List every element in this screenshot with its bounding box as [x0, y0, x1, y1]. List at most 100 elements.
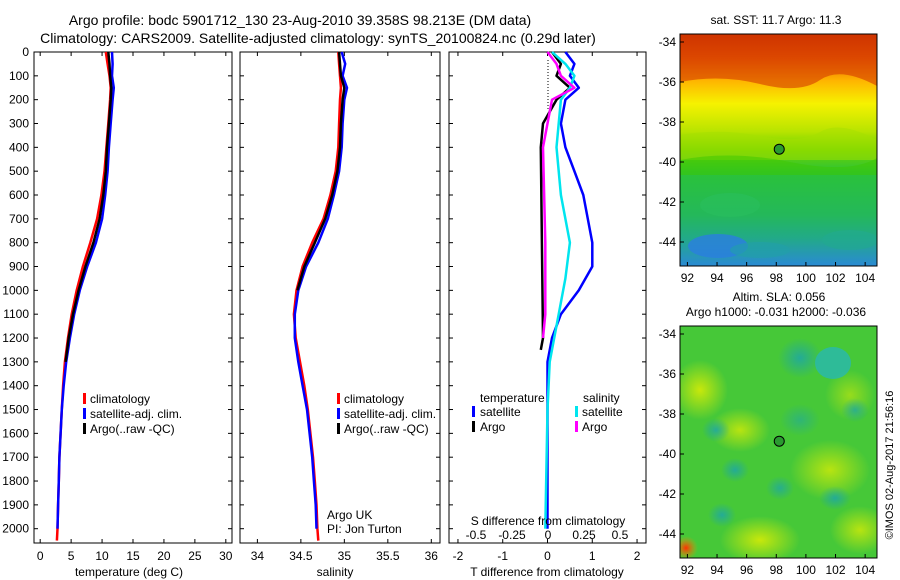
map-x-tick-label: 92	[681, 563, 695, 577]
x-tick-label: 30	[219, 549, 233, 563]
map-y-tick-label: -36	[659, 367, 677, 381]
difference-xlabel: T difference from climatology	[470, 565, 624, 579]
x-tick-label: 5	[68, 549, 75, 563]
difference-legend: temperature salinity satellite Argo sate…	[472, 391, 623, 434]
series-line	[546, 51, 594, 529]
depth-tick-label: 400	[9, 140, 29, 154]
sla-map-axes: 92 94 96 98 100 102 104 -34 -36 -38 -40 -42 -44	[659, 327, 876, 577]
legend-label-satellite: satellite-adj. clim.	[344, 407, 436, 421]
legend-label-s-satellite: satellite	[582, 405, 623, 419]
difference-axis: -2 -1 0 1 2 -0.5 -0.25 0 0.25 0.5	[453, 52, 641, 563]
map-x-tick-label: 96	[740, 563, 754, 577]
series-line	[544, 51, 576, 529]
x-tick-label: 0	[37, 549, 44, 563]
map-x-tick-label: 96	[740, 271, 754, 285]
temperature-series	[55, 51, 116, 541]
legend-label-satellite: satellite-adj. clim.	[90, 407, 182, 421]
legend-swatch-t-argo	[472, 421, 475, 432]
legend-label-t-satellite: satellite	[480, 405, 521, 419]
legend-label-climatology: climatology	[344, 392, 404, 406]
s-tick-label: 0.5	[612, 528, 629, 542]
sla-map-subtitle: Argo h1000: -0.031 h2000: -0.036	[686, 305, 866, 319]
map-y-tick-label: -44	[659, 235, 677, 249]
map-y-tick-label: -38	[659, 407, 677, 421]
depth-tick-label: 200	[9, 93, 29, 107]
series-line	[55, 51, 112, 541]
map-y-tick-label: -42	[659, 195, 677, 209]
map-x-tick-label: 104	[855, 563, 875, 577]
x-tick-label: 34	[251, 549, 265, 563]
depth-tick-label: 1900	[2, 498, 29, 512]
difference-series	[539, 51, 594, 529]
map-y-tick-label: -44	[659, 527, 677, 541]
depth-tick-label: 1100	[3, 307, 29, 321]
salinity-annotation-line1: Argo UK	[327, 508, 372, 522]
series-line	[541, 51, 576, 339]
series-line	[292, 51, 343, 541]
depth-tick-label: 700	[9, 212, 29, 226]
sst-map-title: sat. SST: 11.7 Argo: 11.3	[711, 13, 842, 27]
x-tick-label: 36	[425, 549, 439, 563]
legend-header-temperature: temperature	[480, 391, 545, 405]
x-tick-label: 2	[634, 549, 641, 563]
map-x-tick-label: 100	[796, 563, 816, 577]
sst-map-frame	[679, 33, 878, 267]
legend-swatch-argo	[337, 423, 340, 434]
salinity-xlabel: salinity	[317, 565, 354, 579]
x-tick-label: 35.5	[376, 549, 400, 563]
legend-swatch-s-satellite	[575, 406, 578, 417]
depth-tick-label: 100	[9, 69, 29, 83]
series-line	[293, 51, 349, 529]
salinity-axis: 34 34.5 35 35.5 36	[251, 52, 439, 563]
depth-tick-label: 1600	[2, 426, 29, 440]
map-y-tick-label: -40	[659, 155, 677, 169]
legend-label-s-argo: Argo	[582, 420, 608, 434]
sst-argo-location-marker	[773, 143, 785, 155]
x-tick-label: 0	[544, 549, 551, 563]
map-x-tick-label: 94	[710, 271, 724, 285]
legend-swatch-satellite	[83, 408, 86, 419]
difference-xlabel2: S difference from climatology	[471, 514, 626, 528]
x-tick-label: -2	[453, 549, 464, 563]
sla-map-frame	[679, 325, 878, 559]
footer-credit: ©IMOS 02-Aug-2017 21:56:16	[884, 391, 896, 540]
map-x-tick-label: 102	[826, 563, 846, 577]
temperature-axis: 0 5 10 15 20 25 30	[37, 52, 233, 563]
depth-tick-label: 1000	[2, 283, 29, 297]
legend-swatch-climatology	[337, 393, 340, 404]
map-y-tick-label: -34	[659, 35, 677, 49]
x-tick-label: -1	[497, 549, 508, 563]
legend-swatch-t-satellite	[472, 406, 475, 417]
map-x-tick-label: 98	[770, 563, 784, 577]
map-x-tick-label: 94	[710, 563, 724, 577]
map-y-tick-label: -38	[659, 115, 677, 129]
temperature-legend: climatology satellite-adj. clim. Argo(..…	[83, 392, 182, 436]
depth-tick-label: 600	[9, 188, 29, 202]
figure-title-line2: Climatology: CARS2009. Satellite-adjuste…	[40, 30, 596, 46]
sst-map-axes: 92 94 96 98 100 102 104 -34 -36 -38 -40 -42 -44	[659, 35, 876, 285]
depth-tick-label: 500	[9, 164, 29, 178]
depth-tick-label: 1200	[2, 331, 29, 345]
map-x-tick-label: 98	[770, 271, 784, 285]
salinity-annotation-line2: PI: Jon Turton	[327, 522, 402, 536]
s-tick-label: 0.25	[572, 528, 596, 542]
temperature-panel	[33, 51, 233, 544]
legend-swatch-argo	[83, 423, 86, 434]
depth-tick-label: 300	[9, 117, 29, 131]
legend-header-salinity: salinity	[583, 391, 620, 405]
legend-label-argo: Argo(..raw -QC)	[344, 422, 429, 436]
series-line	[64, 51, 113, 363]
depth-tick-label: 900	[9, 260, 29, 274]
depth-tick-label: 1400	[2, 379, 29, 393]
s-tick-label: 0	[545, 528, 552, 542]
map-y-tick-label: -34	[659, 327, 677, 341]
depth-tick-label: 800	[9, 236, 29, 250]
x-tick-label: 34.5	[289, 549, 313, 563]
depth-axis: 0 100 200 300 400 500 600 700 800 900 1000 1100 1200…	[2, 45, 646, 536]
depth-tick-label: 1800	[2, 474, 29, 488]
series-line	[296, 51, 346, 291]
x-tick-label: 25	[188, 549, 202, 563]
s-tick-label: -0.5	[466, 528, 487, 542]
map-y-tick-label: -42	[659, 487, 677, 501]
map-x-tick-label: 100	[796, 271, 816, 285]
